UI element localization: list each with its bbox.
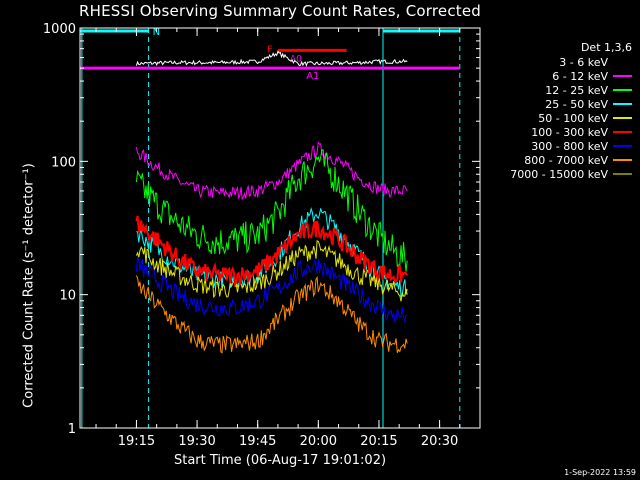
series-line-5 — [135, 215, 409, 288]
series-line-0 — [135, 50, 408, 68]
legend-label: 100 - 300 keV — [531, 125, 608, 139]
legend: Det 1,3,6 3 - 6 keV 6 - 12 keV 12 - 25 keV… — [510, 41, 632, 181]
series-line-7 — [135, 275, 408, 354]
attenuator-label: A1 — [306, 71, 319, 82]
annotation-layer: N A1 F A0 — [80, 27, 461, 428]
legend-label: 300 - 800 keV — [531, 139, 608, 153]
x-tick-label-5: 20:30 — [421, 434, 458, 449]
legend-entries: 3 - 6 keV 6 - 12 keV 12 - 25 keV 25 - 50 ke… — [510, 55, 632, 181]
legend-entry: 12 - 25 keV — [510, 83, 632, 97]
series-line-2 — [135, 149, 408, 272]
series-line-4 — [135, 239, 408, 302]
flare-label: F — [267, 44, 273, 55]
y-tick-label-3: 1000 — [43, 22, 76, 37]
y-tick-label-2: 100 — [51, 155, 76, 170]
series-layer — [135, 50, 409, 354]
legend-swatch — [613, 61, 632, 63]
y-tick-label-0: 1 — [68, 422, 76, 437]
legend-swatch — [613, 131, 632, 133]
legend-label: 25 - 50 keV — [545, 97, 608, 111]
legend-label: 3 - 6 keV — [559, 55, 608, 69]
chart-title: RHESSI Observing Summary Count Rates, Co… — [78, 2, 481, 20]
legend-label: 12 - 25 keV — [545, 83, 608, 97]
footer-timestamp: 1-Sep-2022 13:59 — [564, 468, 636, 477]
x-axis-label: Start Time (06-Aug-17 19:01:02) — [173, 453, 387, 468]
y-axis-label: Corrected Count Rate (s⁻¹ detector⁻¹) — [21, 163, 37, 408]
legend-swatch — [613, 159, 632, 161]
series-line-6 — [135, 256, 408, 323]
legend-label: 6 - 12 keV — [552, 69, 608, 83]
night-bar-label-0: N — [153, 27, 160, 38]
y-tick-label-1: 10 — [59, 289, 76, 304]
legend-label: 50 - 100 keV — [538, 111, 608, 125]
legend-entry: 800 - 7000 keV — [510, 153, 632, 167]
legend-title: Det 1,3,6 — [580, 41, 632, 54]
legend-swatch — [613, 75, 632, 77]
legend-swatch — [613, 173, 632, 175]
legend-entry: 50 - 100 keV — [510, 111, 632, 125]
a0-label: A0 — [290, 54, 302, 64]
x-tick-label-4: 20:15 — [360, 434, 397, 449]
x-tick-label-0: 19:15 — [118, 434, 155, 449]
plot-frame — [79, 27, 481, 429]
legend-swatch — [613, 117, 632, 119]
legend-label: 7000 - 15000 keV — [510, 167, 608, 181]
legend-entry: 25 - 50 keV — [510, 97, 632, 111]
legend-swatch — [613, 145, 632, 147]
x-tick-label-1: 19:30 — [178, 434, 215, 449]
x-tick-label-3: 20:00 — [300, 434, 337, 449]
legend-entry: 100 - 300 keV — [510, 125, 632, 139]
legend-entry: 6 - 12 keV — [510, 69, 632, 83]
legend-entry: 3 - 6 keV — [510, 55, 632, 69]
legend-entry: 300 - 800 keV — [510, 139, 632, 153]
legend-swatch — [613, 89, 632, 91]
legend-entry: 7000 - 15000 keV — [510, 167, 632, 181]
series-line-1 — [135, 141, 408, 201]
axes-layer: 19:15 19:30 19:45 20:00 20:15 20:30 1 10 100 1000 — [43, 22, 481, 449]
x-tick-label-2: 19:45 — [239, 434, 276, 449]
legend-swatch — [613, 103, 632, 105]
legend-label: 800 - 7000 keV — [524, 153, 608, 167]
